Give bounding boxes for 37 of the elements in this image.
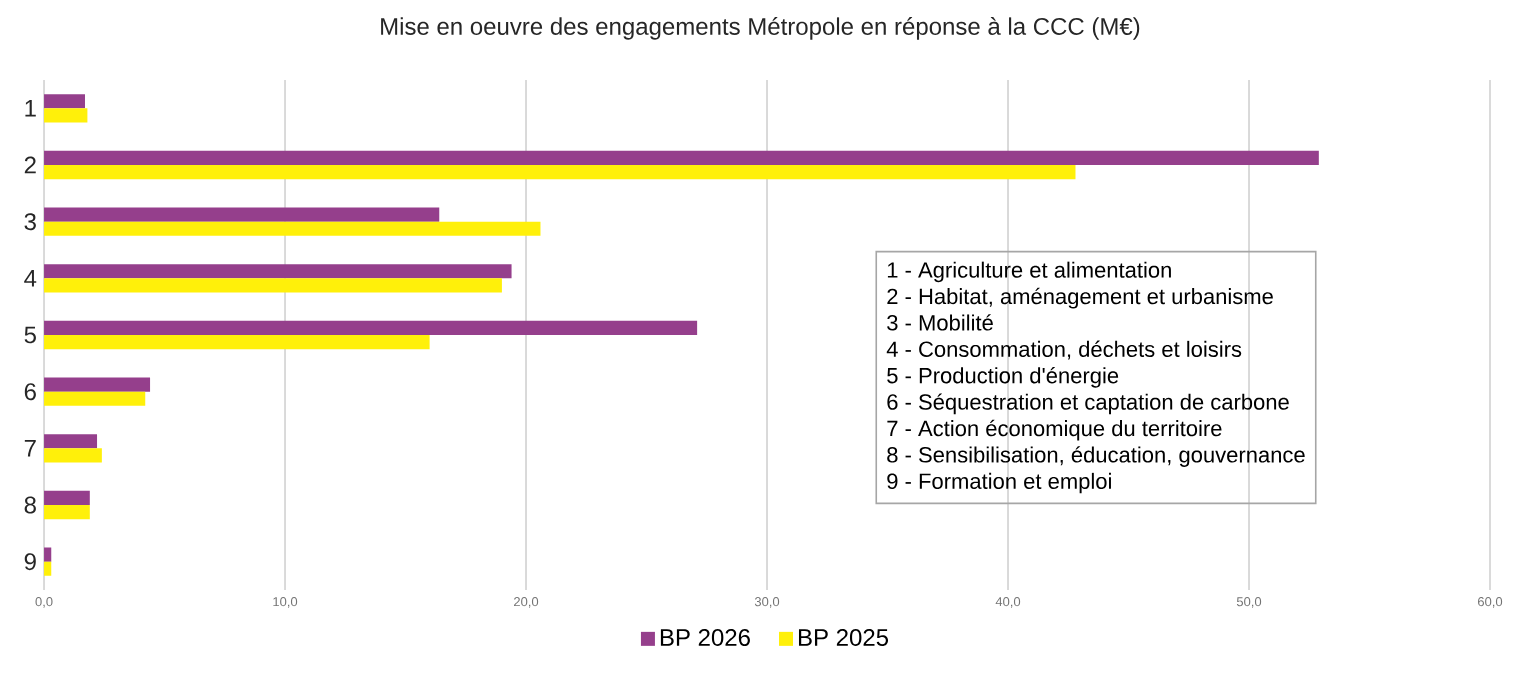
bar [44, 377, 151, 392]
y-tick-label: 8 [24, 496, 36, 514]
bar [44, 490, 90, 505]
annotation: 4 - Consommation, déchets et loisirs [886, 340, 1242, 360]
bar [44, 504, 90, 520]
legend-label: BP 2025 [798, 628, 889, 646]
y-tick-label: 5 [24, 326, 36, 344]
y-tick-label: 9 [24, 553, 36, 571]
annotation: 3 - Mobilité [887, 314, 993, 331]
annotation: 8 - Sensibilisation, éducation, gouvernance [887, 446, 1305, 467]
annotation: 7 - Action économique du territoire [887, 419, 1222, 441]
bar [44, 165, 1076, 180]
annotation: 5 - Production d'énergie [887, 367, 1119, 388]
bar [44, 335, 430, 350]
bar [44, 207, 440, 222]
annotation: 6 - Séquestration et captation de carbone [887, 393, 1289, 415]
bar [44, 278, 502, 293]
bar [44, 434, 98, 449]
annotation: 1 - Agriculture et alimentation [887, 261, 1171, 283]
bar [44, 221, 541, 236]
y-tick-label: 1 [25, 100, 36, 117]
chart-title: Mise en oeuvre des engagements Métropole en réponse à la CCC (M€) [381, 17, 1140, 40]
y-tick-label: 7 [24, 440, 36, 457]
bar [44, 108, 88, 123]
bar [44, 448, 102, 463]
y-tick-label: 6 [24, 383, 36, 401]
bar [44, 264, 512, 279]
y-tick-label: 3 [24, 213, 36, 231]
y-tick-label: 2 [24, 156, 36, 174]
bar [44, 391, 146, 406]
bar [44, 320, 698, 335]
bar [44, 150, 1319, 165]
bar [44, 94, 85, 109]
legend-label: BP 2026 [660, 628, 750, 646]
annotation: 2 - Habitat, aménagement et urbanisme [887, 287, 1273, 309]
y-tick-label: 4 [24, 270, 37, 287]
annotation: 9 - Formation et emploi [887, 472, 1111, 494]
